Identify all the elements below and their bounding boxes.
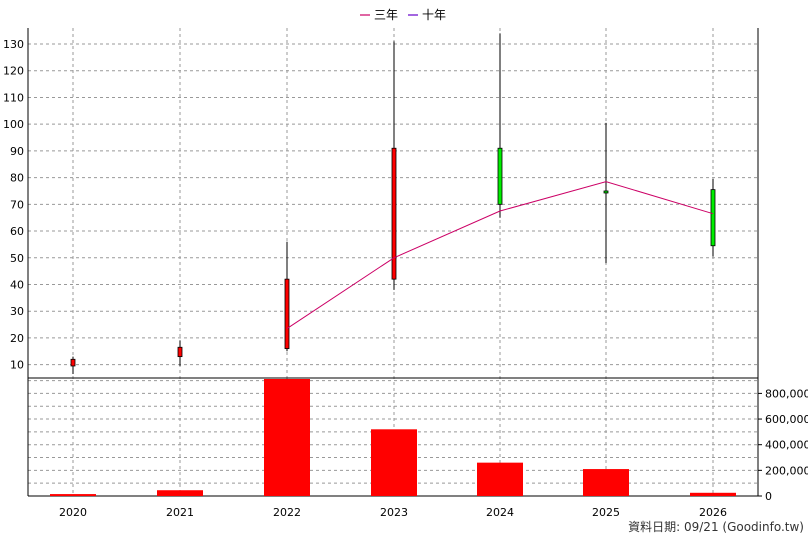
price-tick-label: 50 [10, 252, 24, 265]
volume-bar [690, 492, 736, 496]
price-tick-label: 130 [3, 38, 24, 51]
price-tick-label: 60 [10, 225, 24, 238]
data-date-footer: 資料日期: 09/21 (Goodinfo.tw) [628, 520, 804, 534]
price-tick-label: 30 [10, 305, 24, 318]
price-tick-label: 90 [10, 145, 24, 158]
legend-item: 十年 [408, 8, 446, 22]
price-tick-label: 70 [10, 198, 24, 211]
volume-bar [371, 429, 417, 496]
three-year-average-line [286, 181, 714, 329]
price-tick-label: 100 [3, 118, 24, 131]
price-tick-label: 10 [10, 359, 24, 372]
x-tick-label: 2022 [273, 506, 301, 519]
volume-bar [50, 494, 96, 496]
volume-bar [477, 462, 523, 496]
price-tick-label: 120 [3, 65, 24, 78]
x-tick-label: 2023 [380, 506, 408, 519]
volume-bar [157, 490, 203, 496]
x-tick-label: 2021 [166, 506, 194, 519]
candle-body [497, 147, 503, 205]
volume-tick-label: 400,000 [765, 439, 808, 452]
volume-tick-label: 800,000 [765, 387, 808, 400]
legend-item: 三年 [360, 8, 398, 22]
tick-labels: 10 20 30 40 50 60 70 80 90 100 110 120 130 0 200,000 40… [3, 38, 808, 519]
price-tick-label: 20 [10, 332, 24, 345]
legend-label: 十年 [422, 8, 446, 22]
x-tick-label: 2024 [486, 506, 514, 519]
price-tick-label: 80 [10, 172, 24, 185]
three-year-average-series [286, 181, 714, 329]
x-tick-label: 2025 [592, 506, 620, 519]
volume-tick-label: 600,000 [765, 413, 808, 426]
legend-label: 三年 [374, 8, 398, 22]
candle-body [710, 189, 716, 247]
price-tick-label: 40 [10, 278, 24, 291]
candles [70, 33, 716, 374]
price-tick-label: 110 [3, 91, 24, 104]
candle-body [177, 346, 183, 358]
volume-tick-label: 200,000 [765, 464, 808, 477]
grid [28, 28, 758, 496]
x-tick-label: 2026 [699, 506, 727, 519]
x-tick-label: 2020 [59, 506, 87, 519]
volume-bar [264, 379, 310, 496]
candle-body [70, 358, 76, 367]
candle-body [284, 278, 290, 350]
legend: 三年 十年 [360, 8, 446, 22]
volume-bars [50, 379, 736, 496]
volume-tick-label: 0 [765, 490, 772, 503]
candle-body [391, 147, 397, 280]
candle-body [603, 190, 609, 194]
volume-bar [583, 469, 629, 496]
